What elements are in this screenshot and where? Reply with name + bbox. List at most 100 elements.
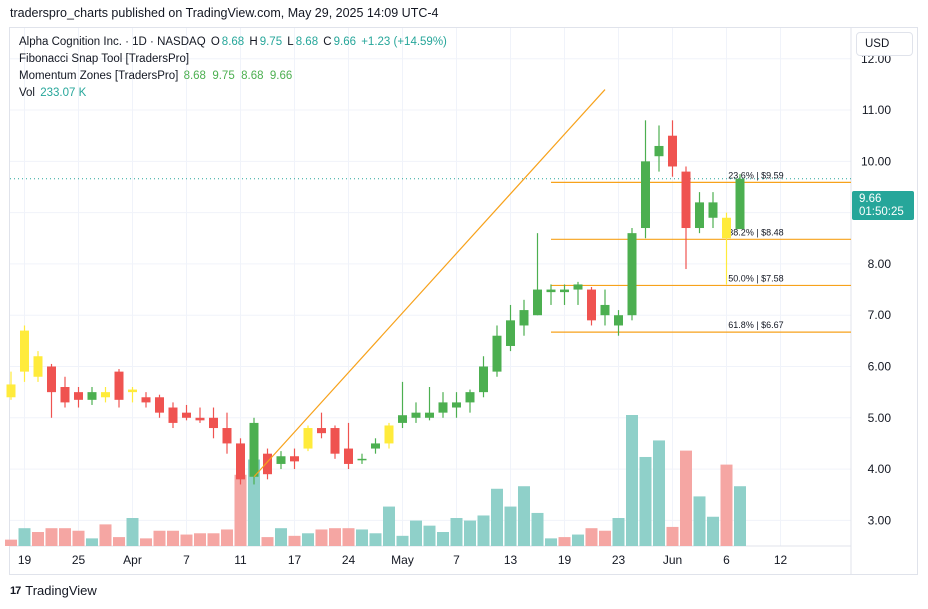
y-tick-label: 8.00 [868,257,892,271]
volume-bar [531,512,544,546]
publish-line: traderspro_charts published on TradingVi… [10,6,439,20]
legend-high-value: 9.75 [259,36,283,48]
volume-bar [32,532,44,546]
legend-volume-value: 233.07 K [40,87,87,99]
volume-bar [234,474,247,546]
x-tick-label: 13 [504,553,518,567]
volume-bar [572,534,584,546]
volume-bar [423,525,436,546]
volume-bar [126,518,139,546]
x-tick-label: 17 [288,553,302,567]
volume-bar [153,530,166,546]
volume-bar [653,440,665,546]
volume-bar [545,538,557,546]
candle-body [114,371,124,400]
legend-volume-row[interactable]: Vol 233.07 K [19,87,88,99]
last-price-countdown: 01:50:25 [859,206,904,218]
legend-symbol: Alpha Cognition Inc. · 1D · NASDAQ [19,36,206,48]
volume-bar [383,506,395,546]
fib-level-label: 61.8% | $6.67 [728,320,783,330]
volume-bar [626,415,638,546]
volume-bar [707,516,719,546]
candle-body [492,335,502,372]
candle-body [236,443,245,480]
candle-body [168,407,178,423]
volume-bar [113,537,125,546]
volume-bar [288,535,301,546]
volume-bar [18,528,31,546]
candle-body [668,135,677,167]
y-tick-label: 11.00 [862,103,891,117]
volume-bar [369,533,382,546]
fib-level-label: 23.6% | $9.59 [728,170,783,180]
legend-momentum-row[interactable]: Momentum Zones [TradersPro] 8.68 9.75 8.… [19,70,294,82]
candle-body [101,392,110,398]
candle-body [425,412,434,418]
x-tick-label: 19 [18,553,32,567]
candle-body [465,392,475,403]
candle-body [303,428,313,449]
x-tick-label: Apr [123,553,142,567]
candle-body [519,310,529,326]
y-tick-label: 10.00 [861,154,891,168]
candle-body [479,366,488,393]
volume-bar [680,450,692,546]
candle-body [330,428,340,454]
y-tick-label: 3.00 [868,513,892,527]
x-tick-label: Jun [663,553,682,567]
footer-brand[interactable]: 17 TradingView [10,583,97,598]
candle-body [317,428,326,434]
volume-bar [315,529,328,546]
volume-bar [464,520,476,546]
legend-fib-tool[interactable]: Fibonacci Snap Tool [TradersPro] [19,53,190,65]
legend-symbol-row: Alpha Cognition Inc. · 1D · NASDAQ O 8.68… [19,36,449,48]
legend-high-label: H [249,36,258,48]
candle-body [587,289,596,321]
candle-body [681,171,691,229]
legend-close-label: C [323,36,332,48]
legend-open-label: O [210,36,220,48]
volume-bar [140,538,152,546]
volume-bar [86,538,98,546]
x-tick-label: 7 [453,553,460,567]
volume-bar [99,524,112,546]
candle-body [641,161,650,229]
volume-bar [693,496,706,546]
candle-body [627,233,637,316]
candle-body [222,428,232,444]
candle-body [60,387,70,403]
volume-bar [45,528,58,546]
candle-body [87,392,97,400]
volume-bar [558,537,571,546]
legend-momentum-label: Momentum Zones [TradersPro] [19,70,179,82]
candle-body [654,145,664,157]
y-tick-label: 5.00 [868,411,892,425]
last-price-value: 9.66 [859,193,882,205]
volume-bar [248,459,260,546]
fib-level-label: 50.0% | $7.58 [728,273,783,283]
candle-body [47,366,56,393]
volume-bar [356,529,368,546]
candle-body [209,417,218,429]
volume-bar [639,456,652,546]
candle-body [74,392,83,400]
candle-body [357,458,367,461]
volume-bar [194,533,206,546]
x-tick-label: 25 [72,553,86,567]
candle-body [452,402,461,408]
fib-trend-line [253,89,606,478]
volume-bar [599,530,611,546]
legend-momentum-values: 8.68 9.75 8.68 9.66 [183,70,293,82]
volume-bar [302,533,314,546]
volume-bar [410,520,422,546]
candle-body [560,289,569,293]
volume-bar [342,528,355,546]
currency-button[interactable]: USD [856,32,913,56]
candle-body [249,422,259,477]
candle-body [735,178,745,230]
candle-body [20,330,29,372]
x-tick-label: 23 [612,553,626,567]
x-tick-label: 24 [342,553,356,567]
volume-bar [666,526,679,546]
